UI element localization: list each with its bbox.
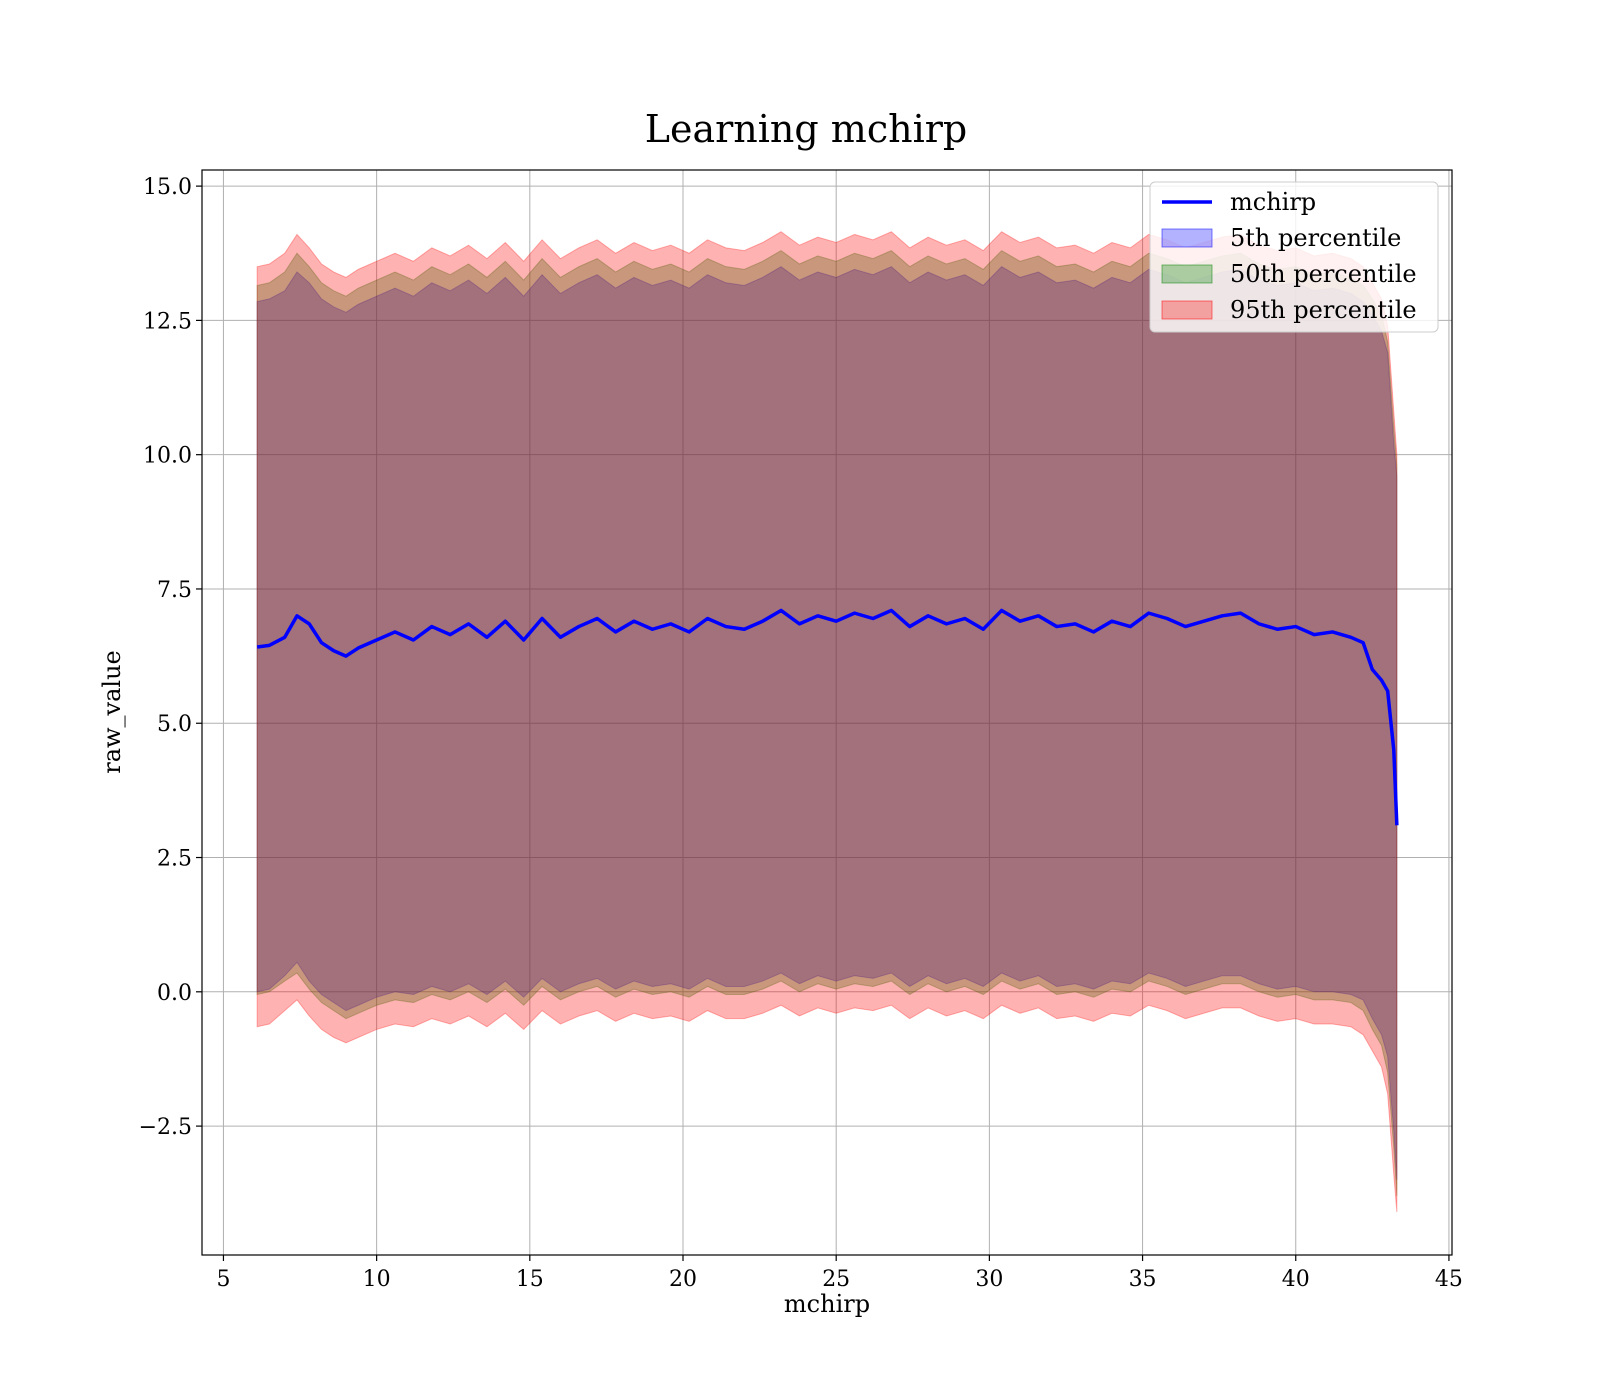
band-95th-percentile (256, 231, 1398, 1213)
chart-title: Learning mchirp (645, 107, 967, 151)
x-tick-label-1: 10 (363, 1267, 391, 1292)
plot-area (201, 169, 1453, 1256)
percentile-bands (256, 231, 1398, 1213)
y-axis-label: raw_value (98, 650, 126, 774)
x-axis: 5 10 15 20 25 30 35 40 45 (216, 1255, 1463, 1292)
plot-background (202, 170, 1452, 1255)
legend-swatch-5th-percentile (1161, 228, 1213, 248)
legend-label-mchirp: mchirp (1230, 188, 1316, 216)
y-tick-label-2: 2.5 (157, 847, 192, 872)
y-tick-label-6: 12.5 (143, 309, 192, 334)
legend-label-5th-percentile: 5th percentile (1230, 224, 1401, 252)
x-tick-label-6: 35 (1129, 1267, 1157, 1292)
y-tick-label-3: 5.0 (157, 712, 192, 737)
y-tick-label-0: −2.5 (139, 1115, 192, 1140)
y-axis: −2.5 0.0 2.5 5.0 7.5 10.0 12.5 15.0 (139, 175, 202, 1140)
x-tick-label-2: 15 (516, 1267, 544, 1292)
y-tick-label-4: 7.5 (157, 578, 192, 603)
line-mchirp (256, 608, 1399, 826)
legend-box (1149, 181, 1439, 333)
x-tick-label-5: 30 (975, 1267, 1003, 1292)
band-50th-percentile (256, 249, 1398, 1196)
x-axis-label: mchirp (784, 1290, 870, 1318)
legend: mchirp 5th percentile 50th percentile 95th … (1149, 181, 1439, 333)
y-tick-label-5: 10.0 (143, 444, 192, 469)
x-tick-label-7: 40 (1282, 1267, 1310, 1292)
band-5th-percentile (256, 266, 1398, 1180)
plot-frame (201, 169, 1453, 1256)
y-tick-label-1: 0.0 (157, 981, 192, 1006)
x-tick-label-8: 45 (1435, 1267, 1463, 1292)
x-tick-label-0: 5 (216, 1267, 230, 1292)
y-tick-label-7: 15.0 (143, 175, 192, 200)
x-tick-label-4: 25 (822, 1267, 850, 1292)
series-lines (256, 608, 1399, 826)
x-tick-label-3: 20 (669, 1267, 697, 1292)
legend-swatch-50th-percentile (1161, 264, 1213, 284)
legend-swatch-95th-percentile (1161, 300, 1213, 320)
legend-label-50th-percentile: 50th percentile (1230, 260, 1417, 288)
legend-label-95th-percentile: 95th percentile (1230, 296, 1417, 324)
